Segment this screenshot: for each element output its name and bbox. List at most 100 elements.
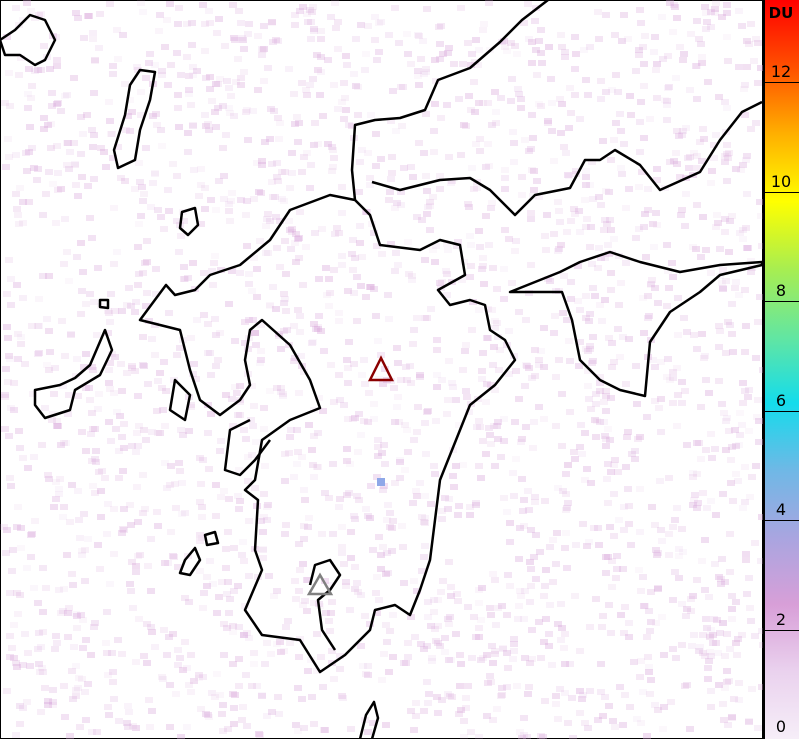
so2-pixel [74,15,82,21]
so2-pixel [492,622,500,628]
colorbar-tick-label: 2 [775,609,787,629]
so2-pixel [475,625,483,631]
so2-pixel [90,176,98,182]
so2-pixel [475,587,483,593]
so2-pixel [127,303,135,309]
so2-pixel [113,249,121,255]
so2-pixel [743,38,751,44]
so2-pixel [437,23,445,29]
so2-pixel [4,379,12,385]
so2-pixel [426,199,434,205]
so2-pixel [475,47,483,53]
so2-pixel [84,681,92,687]
so2-pixel [723,415,731,421]
so2-pixel [222,132,230,138]
so2-pixel [380,442,388,448]
so2-pixel [636,674,644,680]
so2-pixel [342,107,350,113]
so2-pixel [581,430,589,436]
so2-pixel [40,126,48,132]
so2-pixel [520,616,528,622]
so2-pixel [675,133,683,139]
so2-pixel [612,120,620,126]
so2-pixel [263,216,271,222]
so2-pixel [333,225,341,231]
so2-pixel [596,388,604,394]
so2-pixel [554,199,562,205]
so2-pixel [106,1,114,7]
so2-pixel [617,612,625,618]
so2-pixel [673,15,681,21]
so2-pixel [423,6,431,12]
so2-pixel [126,502,134,508]
so2-pixel [678,642,686,648]
so2-pixel [746,605,754,611]
so2-pixel [479,27,487,33]
so2-pixel [213,671,221,677]
so2-pixel [223,591,231,597]
so2-pixel [491,89,499,95]
so2-pixel [90,299,98,305]
so2-pixel [597,96,605,102]
so2-pixel [357,643,365,649]
so2-pixel [335,504,343,510]
so2-pixel [276,264,284,270]
so2-pixel [286,227,294,233]
so2-pixel [43,316,51,322]
so2-pixel [324,57,332,63]
so2-pixel [123,720,131,726]
so2-pixel [382,622,390,628]
so2-pixel [710,142,718,148]
so2-pixel [382,722,390,728]
so2-pixel [348,251,356,257]
so2-pixel [362,506,370,512]
so2-pixel [423,409,431,415]
so2-pixel [438,377,446,383]
so2-pixel [690,497,698,503]
so2-pixel [702,10,710,16]
so2-pixel [726,218,734,224]
so2-pixel [19,17,27,23]
so2-pixel [557,637,565,643]
so2-pixel [321,578,329,584]
so2-pixel [707,498,715,504]
so2-pixel [303,608,311,614]
so2-pixel [372,313,380,319]
so2-pixel [309,339,317,345]
so2-pixel [400,660,408,666]
so2-pixel [421,420,429,426]
so2-pixel [235,467,243,473]
so2-pixel [620,12,628,18]
so2-pixel [673,161,681,167]
so2-pixel [486,673,494,679]
so2-pixel [687,596,695,602]
so2-pixel [698,54,706,60]
so2-pixel [351,255,359,261]
so2-pixel [264,250,272,256]
so2-pixel [574,298,582,304]
so2-pixel [329,147,337,153]
so2-pixel [519,508,527,514]
so2-pixel [243,107,251,113]
so2-pixel [701,4,709,10]
so2-pixel [585,318,593,324]
so2-pixel [494,334,502,340]
so2-pixel [518,436,526,442]
so2-pixel [678,526,686,532]
so2-pixel [610,359,618,365]
so2-pixel [177,72,185,78]
so2-pixel [576,648,584,654]
so2-pixel [455,711,463,717]
so2-pixel [669,400,677,406]
so2-pixel [676,44,684,50]
so2-pixel [61,93,69,99]
so2-pixel [54,187,62,193]
so2-pixel [564,462,572,468]
so2-pixel [735,697,743,703]
so2-pixel [295,235,303,241]
so2-pixel [544,118,552,124]
so2-pixel [372,590,380,596]
so2-pixel [408,273,416,279]
so2-pixel [28,531,36,537]
so2-pixel [360,418,368,424]
